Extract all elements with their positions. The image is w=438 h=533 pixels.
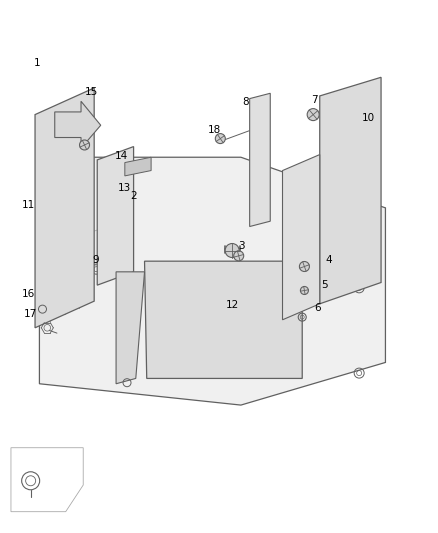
Circle shape: [80, 140, 89, 150]
Text: 6: 6: [314, 303, 321, 313]
Polygon shape: [35, 88, 94, 328]
Text: 7: 7: [311, 95, 318, 105]
Text: 2: 2: [130, 191, 137, 201]
Text: 8: 8: [242, 98, 249, 107]
Polygon shape: [11, 448, 83, 512]
Circle shape: [215, 134, 225, 143]
Polygon shape: [116, 272, 145, 384]
Text: 15: 15: [85, 87, 98, 96]
Polygon shape: [125, 157, 151, 176]
Circle shape: [225, 244, 239, 257]
Text: 3: 3: [238, 241, 245, 251]
Circle shape: [307, 109, 319, 120]
Polygon shape: [97, 147, 134, 285]
Text: 4: 4: [325, 255, 332, 265]
Text: 17: 17: [24, 310, 37, 319]
Circle shape: [300, 262, 309, 271]
Polygon shape: [55, 101, 101, 148]
Text: 11: 11: [22, 200, 35, 210]
Circle shape: [234, 251, 244, 261]
Polygon shape: [283, 155, 320, 320]
Text: 18: 18: [208, 125, 221, 134]
Text: 10: 10: [361, 114, 374, 123]
Text: 14: 14: [115, 151, 128, 160]
Polygon shape: [250, 93, 270, 227]
Text: 16: 16: [22, 289, 35, 299]
Text: 5: 5: [321, 280, 328, 290]
Text: 13: 13: [118, 183, 131, 192]
Polygon shape: [39, 157, 385, 405]
Polygon shape: [320, 77, 381, 304]
Text: 9: 9: [92, 255, 99, 265]
Circle shape: [300, 286, 308, 295]
Text: 1: 1: [34, 58, 41, 68]
Polygon shape: [42, 224, 114, 285]
Text: 12: 12: [226, 300, 239, 310]
Polygon shape: [145, 261, 302, 378]
